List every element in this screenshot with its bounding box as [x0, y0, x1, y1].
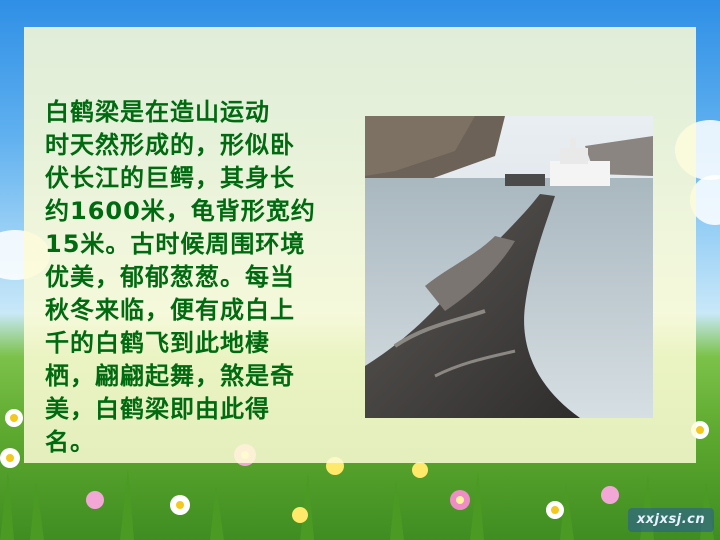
slide-body-text: 白鹤梁是在造山运动 时天然形成的，形似卧 伏长江的巨鳄，其身长 约1600米，龟… [45, 98, 316, 456]
site-watermark: xxjxsj.cn [628, 508, 714, 532]
river-rock-photo [365, 116, 653, 418]
